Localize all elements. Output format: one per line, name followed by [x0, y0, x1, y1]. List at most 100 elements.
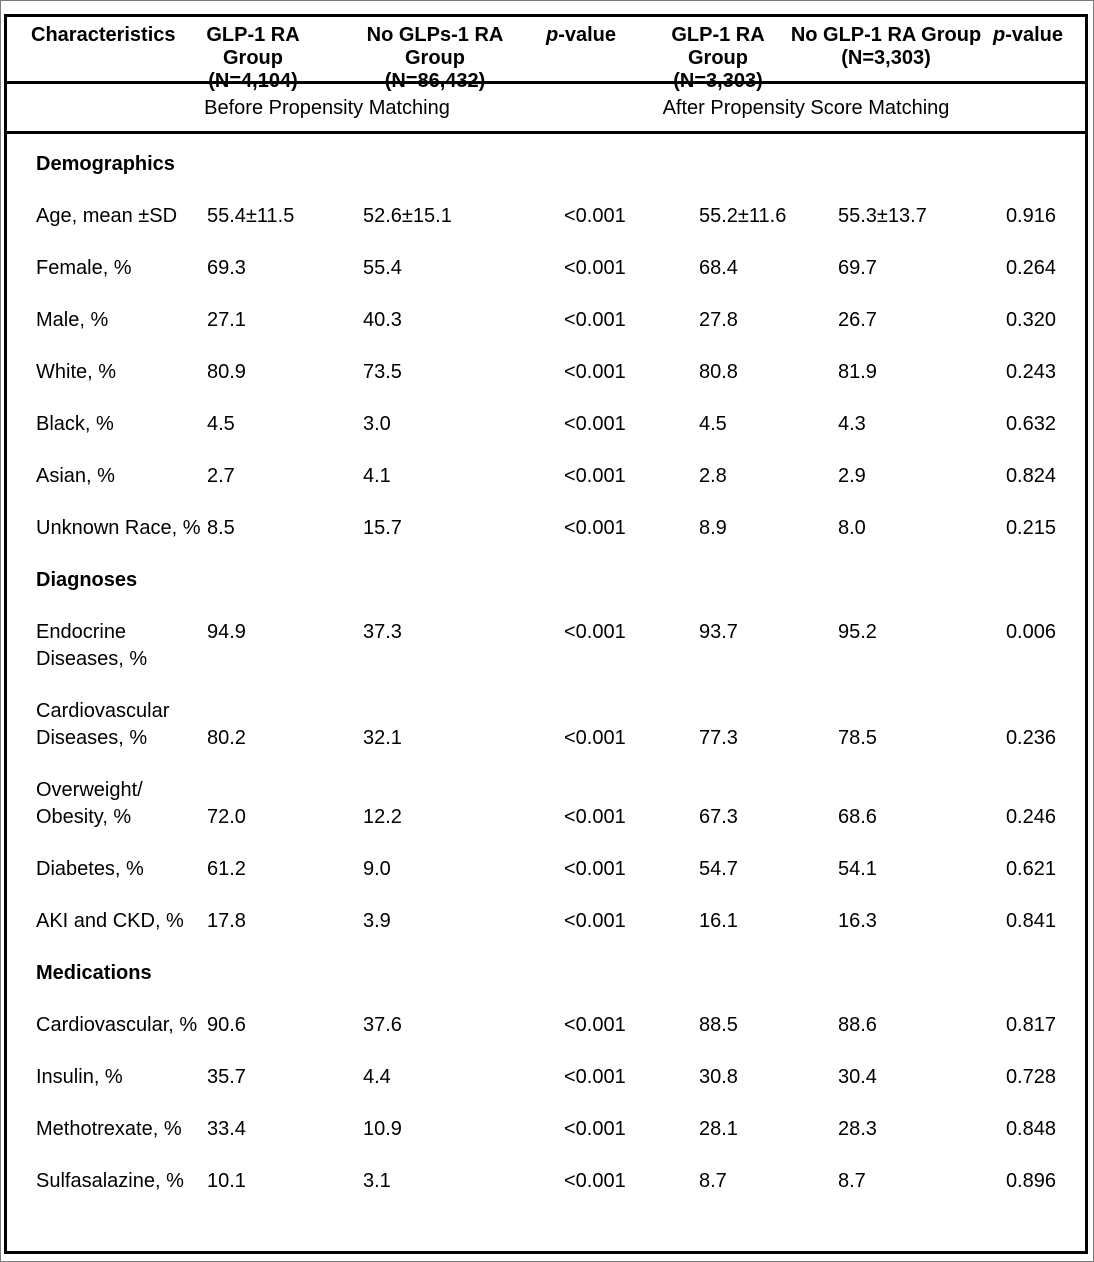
row-label: Age, mean ±SD — [36, 205, 178, 227]
pvalue-after: 0.215 — [1005, 517, 1056, 539]
header-characteristics: Characteristics — [31, 24, 176, 46]
value-noglp1-before: 32.1 — [363, 727, 402, 749]
pvalue-p-italic: p — [993, 24, 1006, 46]
pvalue-after: 0.848 — [1005, 1118, 1056, 1140]
value-glp1-before: 69.3 — [207, 257, 246, 279]
table-row: Asian, % 2.7 4.1 <0.001 2.8 2.9 0.824 — [7, 463, 1085, 490]
pvalue-before: <0.001 — [564, 727, 626, 749]
header-group-line2: (N=3,303) — [841, 47, 931, 69]
pvalue-before: <0.001 — [564, 858, 626, 880]
pvalue-before: <0.001 — [564, 257, 626, 279]
header-group-line2: (N=3,303) — [673, 70, 763, 92]
row-label: Overweight/ Obesity, % — [36, 779, 143, 828]
value-glp1-after: 8.7 — [699, 1170, 727, 1192]
value-glp1-after: 2.8 — [699, 465, 727, 487]
value-glp1-before: 2.7 — [207, 465, 235, 487]
section-title-demographics: Demographics — [36, 153, 175, 175]
row-label: White, % — [36, 361, 117, 383]
pvalue-after: 0.243 — [1005, 361, 1056, 383]
value-noglp1-after: 8.0 — [838, 517, 866, 539]
header-group-line1: GLP-1 RA Group — [671, 24, 765, 69]
value-glp1-after: 67.3 — [699, 806, 738, 828]
value-noglp1-before: 3.1 — [363, 1170, 391, 1192]
pvalue-p-italic: p — [546, 24, 559, 46]
pvalue-before: <0.001 — [564, 1066, 626, 1088]
value-glp1-before: 94.9 — [207, 621, 246, 643]
value-glp1-before: 8.5 — [207, 517, 235, 539]
value-glp1-before: 80.9 — [207, 361, 246, 383]
row-label: Endocrine Diseases, % — [36, 621, 148, 670]
value-glp1-after: 27.8 — [699, 309, 738, 331]
value-noglp1-before: 3.9 — [363, 910, 391, 932]
value-noglp1-before: 9.0 — [363, 858, 391, 880]
value-glp1-before: 61.2 — [207, 858, 246, 880]
table-body: Demographics Age, mean ±SD 55.4±11.5 52.… — [7, 134, 1085, 1195]
value-glp1-after: 8.9 — [699, 517, 727, 539]
table-row: Overweight/ Obesity, % 72.0 12.2 <0.001 … — [7, 777, 1085, 831]
pvalue-after: 0.896 — [1005, 1170, 1056, 1192]
value-noglp1-after: 4.3 — [838, 413, 866, 435]
row-label: Sulfasalazine, % — [36, 1170, 184, 1192]
value-noglp1-before: 73.5 — [363, 361, 402, 383]
header-group-line1: GLP-1 RA Group — [206, 24, 300, 69]
row-label: Cardiovascular Diseases, % — [36, 700, 170, 749]
pvalue-before: <0.001 — [564, 517, 626, 539]
value-glp1-before: 4.5 — [207, 413, 235, 435]
table-row: Cardiovascular Diseases, % 80.2 32.1 <0.… — [7, 698, 1085, 752]
value-noglp1-before: 55.4 — [363, 257, 402, 279]
value-glp1-before: 35.7 — [207, 1066, 246, 1088]
value-noglp1-before: 10.9 — [363, 1118, 402, 1140]
pvalue-before: <0.001 — [564, 910, 626, 932]
pvalue-after: 0.632 — [1005, 413, 1056, 435]
pvalue-after: 0.264 — [1005, 257, 1056, 279]
table-row: Insulin, % 35.7 4.4 <0.001 30.8 30.4 0.7… — [7, 1064, 1085, 1091]
characteristics-table: Characteristics GLP-1 RA Group (N=4,104)… — [4, 14, 1088, 1254]
header-group-glp1-after: GLP-1 RA Group (N=3,303) — [643, 24, 793, 93]
pvalue-after: 0.824 — [1005, 465, 1056, 487]
value-noglp1-after: 26.7 — [838, 309, 877, 331]
table-header-row: Characteristics GLP-1 RA Group (N=4,104)… — [7, 17, 1085, 92]
pvalue-after: 0.916 — [1005, 205, 1056, 227]
value-glp1-after: 16.1 — [699, 910, 738, 932]
pvalue-before: <0.001 — [564, 361, 626, 383]
table-row: Diabetes, % 61.2 9.0 <0.001 54.7 54.1 0.… — [7, 856, 1085, 883]
row-label: Unknown Race, % — [36, 517, 201, 539]
header-group-noglp1-before: No GLPs-1 RA Group (N=86,432) — [335, 24, 535, 93]
value-noglp1-after: 8.7 — [838, 1170, 866, 1192]
value-glp1-after: 80.8 — [699, 361, 738, 383]
table-row: Female, % 69.3 55.4 <0.001 68.4 69.7 0.2… — [7, 255, 1085, 282]
section-title-diagnoses: Diagnoses — [36, 569, 138, 591]
value-glp1-before: 27.1 — [207, 309, 246, 331]
value-glp1-before: 90.6 — [207, 1014, 246, 1036]
subheader-row: Before Propensity Matching After Propens… — [7, 84, 1085, 134]
pvalue-before: <0.001 — [564, 309, 626, 331]
value-glp1-before: 55.4±11.5 — [207, 205, 295, 227]
value-noglp1-after: 68.6 — [838, 806, 877, 828]
row-label: Black, % — [36, 413, 114, 435]
value-glp1-before: 17.8 — [207, 910, 246, 932]
pvalue-before: <0.001 — [564, 413, 626, 435]
value-glp1-before: 33.4 — [207, 1118, 246, 1140]
table-row: Black, % 4.5 3.0 <0.001 4.5 4.3 0.632 — [7, 411, 1085, 438]
value-noglp1-before: 52.6±15.1 — [363, 205, 452, 227]
value-glp1-after: 93.7 — [699, 621, 738, 643]
value-glp1-before: 72.0 — [207, 806, 246, 828]
pvalue-suffix: -value — [1005, 24, 1064, 46]
value-noglp1-after: 16.3 — [838, 910, 877, 932]
value-noglp1-before: 37.3 — [363, 621, 402, 643]
pvalue-after: 0.006 — [1005, 621, 1056, 643]
table-row: White, % 80.9 73.5 <0.001 80.8 81.9 0.24… — [7, 359, 1085, 386]
pvalue-before: <0.001 — [564, 1014, 626, 1036]
row-label: AKI and CKD, % — [36, 910, 184, 932]
header-group-line1: No GLPs-1 RA Group — [366, 24, 504, 69]
header-group-line2: (N=4,104) — [208, 70, 298, 92]
table-row: Sulfasalazine, % 10.1 3.1 <0.001 8.7 8.7… — [7, 1168, 1085, 1195]
value-glp1-after: 28.1 — [699, 1118, 738, 1140]
pvalue-after: 0.621 — [1005, 858, 1056, 880]
value-noglp1-after: 95.2 — [838, 621, 877, 643]
value-noglp1-before: 40.3 — [363, 309, 402, 331]
pvalue-before: <0.001 — [564, 1118, 626, 1140]
value-glp1-after: 54.7 — [699, 858, 738, 880]
header-group-line1: No GLP-1 RA Group — [790, 24, 982, 46]
